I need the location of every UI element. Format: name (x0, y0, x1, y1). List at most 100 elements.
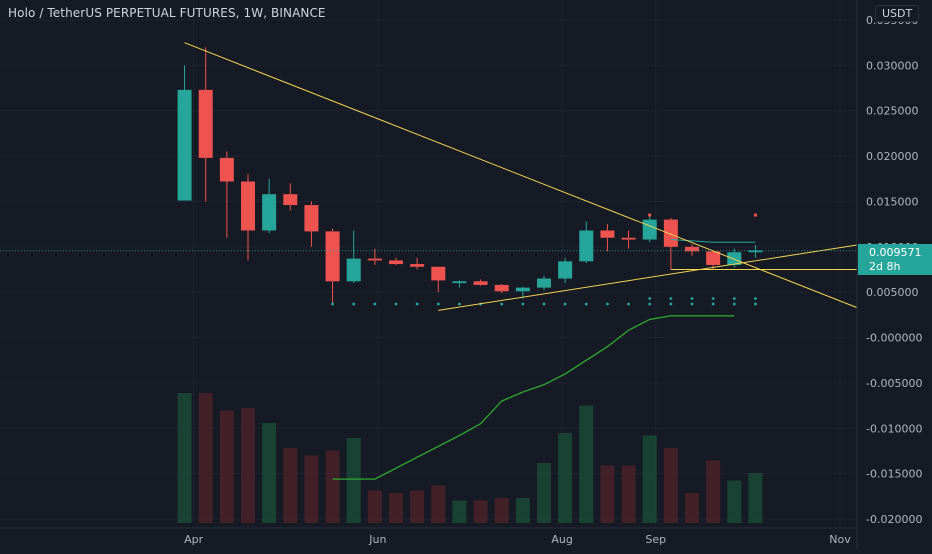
candle-body (579, 230, 594, 262)
candle-body (473, 281, 488, 285)
y-tick-label: -0.000000 (866, 332, 922, 345)
support-dot (711, 302, 715, 306)
candle-body (198, 89, 213, 158)
volume-bar (452, 500, 467, 523)
candle (600, 224, 615, 252)
candle (198, 47, 213, 202)
support-dot (754, 302, 757, 306)
volume-bar (706, 460, 721, 523)
candle (410, 257, 425, 270)
volume-bar (558, 433, 573, 523)
x-tick-label: Sep (645, 533, 666, 546)
resistance-dot (669, 297, 673, 300)
volume-bar (537, 463, 551, 523)
support-dot (584, 302, 588, 306)
obv-line (332, 315, 735, 480)
candle (706, 250, 721, 270)
candle (663, 217, 678, 270)
volume-bar (473, 500, 488, 523)
support-dot (331, 302, 334, 306)
y-tick-label: 0.025000 (866, 105, 919, 118)
last-price-label: 0.009571 2d 8h (858, 244, 932, 275)
candle-body (410, 264, 425, 267)
support-dot (394, 302, 398, 306)
candle-body (727, 252, 742, 265)
candle (494, 284, 509, 294)
candle (346, 230, 361, 284)
candle-body (515, 287, 530, 292)
volume-bar (642, 435, 657, 523)
candle-body (748, 250, 763, 253)
volume-bar (283, 448, 298, 523)
y-tick-label: -0.015000 (866, 468, 922, 481)
volume-bar (600, 465, 615, 523)
volume-bar (494, 498, 509, 523)
x-tick-label: Jun (368, 533, 386, 546)
candle (537, 275, 551, 291)
volume-bar (346, 438, 361, 523)
candle-body (304, 205, 319, 232)
candle-body (325, 231, 340, 282)
y-tick-label: 0.030000 (866, 59, 919, 72)
candle-body (177, 89, 192, 201)
candle-body (537, 278, 551, 288)
candle-body (431, 266, 446, 281)
candle-body (262, 194, 277, 231)
support-dot (732, 302, 736, 306)
candle (558, 257, 573, 284)
x-tick-label: Apr (184, 533, 204, 546)
candle (304, 201, 319, 247)
y-tick-label: 0.005000 (866, 286, 919, 299)
resistance-dot (732, 297, 736, 300)
x-tick-label: Nov (829, 533, 851, 546)
trendline (438, 244, 858, 311)
candle (177, 65, 192, 201)
resistance-dot (754, 297, 757, 300)
volume-bar (325, 450, 340, 523)
resistance-dots (648, 297, 757, 300)
candle-body (621, 237, 636, 240)
candle (431, 266, 446, 293)
candle-body (346, 258, 361, 282)
resistance-dot (690, 297, 694, 300)
candle (367, 248, 382, 265)
candle (515, 286, 530, 299)
marker-dot (753, 213, 757, 217)
candle (685, 244, 699, 256)
candle-body (219, 157, 234, 182)
support-dot (373, 302, 377, 306)
volume-bar (198, 393, 213, 523)
candle-body (241, 181, 255, 231)
candles (177, 47, 763, 304)
support-dot (669, 302, 673, 306)
resistance-dot (648, 297, 652, 300)
candle-body (642, 219, 657, 240)
candle (452, 280, 467, 288)
volume-bar (219, 410, 234, 523)
candle (579, 221, 594, 264)
volume-bar (431, 485, 446, 523)
volume-bar (367, 490, 382, 523)
candle-body (685, 246, 699, 252)
chart-title: Holo / TetherUS PERPETUAL FUTURES, 1W, B… (8, 6, 326, 20)
candle (642, 215, 657, 243)
volume-bar (748, 473, 763, 523)
y-tick-label: -0.010000 (866, 422, 922, 435)
candle (262, 178, 277, 234)
candle-body (494, 284, 509, 292)
candle (389, 257, 403, 265)
volume-bar (685, 493, 699, 523)
support-dot (352, 302, 356, 306)
candle (621, 230, 636, 249)
candle (241, 174, 255, 261)
candle-body (663, 219, 678, 247)
support-dot (436, 302, 440, 306)
currency-badge[interactable]: USDT (875, 5, 920, 22)
resistance-dot (711, 297, 715, 300)
candle (283, 183, 298, 211)
candle-body (706, 251, 721, 265)
x-tick-label: Aug (551, 533, 572, 546)
support-dot (500, 302, 504, 306)
